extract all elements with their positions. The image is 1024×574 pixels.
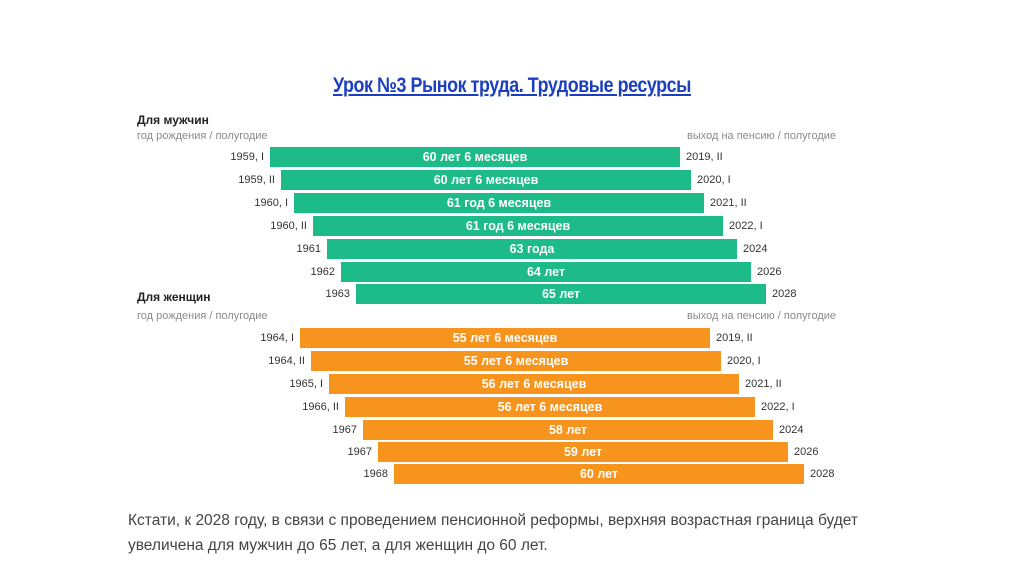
birth-label: 1963 [325,288,350,300]
retire-label: 2028 [810,468,835,480]
retire-label: 2022, I [761,401,795,413]
bar: 63 года [327,239,737,259]
bar: 60 лет 6 месяцев [270,147,680,167]
birth-label: 1960, II [270,220,307,232]
birth-label: 1966, II [302,401,339,413]
birth-label: 1961 [296,243,321,255]
birth-label: 1964, II [268,355,305,367]
birth-label: 1967 [332,424,357,436]
men-left-header: год рождения / полугодие [137,130,268,142]
retire-label: 2020, I [697,174,731,186]
bar: 56 лет 6 месяцев [345,397,755,417]
birth-label: 1967 [347,446,372,458]
birth-label: 1960, I [254,197,288,209]
bar: 58 лет [363,420,773,440]
retire-label: 2021, II [710,197,747,209]
bar: 60 лет [394,464,804,484]
retire-label: 2026 [757,266,782,278]
retire-label: 2022, I [729,220,763,232]
birth-label: 1968 [363,468,388,480]
birth-label: 1959, I [230,151,264,163]
women-right-header: выход на пенсию / полугодие [686,310,836,322]
bar: 55 лет 6 месяцев [311,351,721,371]
bar: 56 лет 6 месяцев [329,374,739,394]
women-section-title: Для женщин [137,290,211,304]
retire-label: 2024 [779,424,804,436]
retire-label: 2026 [794,446,819,458]
birth-label: 1959, II [238,174,275,186]
retire-label: 2024 [743,243,768,255]
women-left-header: год рождения / полугодие [137,310,268,322]
bar: 65 лет [356,284,766,304]
retire-label: 2021, II [745,378,782,390]
bar: 61 год 6 месяцев [294,193,704,213]
bar: 55 лет 6 месяцев [300,328,710,348]
birth-label: 1964, I [260,332,294,344]
retire-label: 2020, I [727,355,761,367]
retire-label: 2019, II [716,332,753,344]
bar: 59 лет [378,442,788,462]
bar: 61 год 6 месяцев [313,216,723,236]
birth-label: 1965, I [289,378,323,390]
bar: 60 лет 6 месяцев [281,170,691,190]
men-right-header: выход на пенсию / полугодие [686,130,836,142]
bar: 64 лет [341,262,751,282]
page-title: Урок №3 Рынок труда. Трудовые ресурсы [332,74,691,97]
retire-label: 2019, II [686,151,723,163]
birth-label: 1962 [310,266,335,278]
retire-label: 2028 [772,288,797,300]
footnote: Кстати, к 2028 году, в связи с проведени… [128,512,858,554]
men-section-title: Для мужчин [137,113,209,127]
